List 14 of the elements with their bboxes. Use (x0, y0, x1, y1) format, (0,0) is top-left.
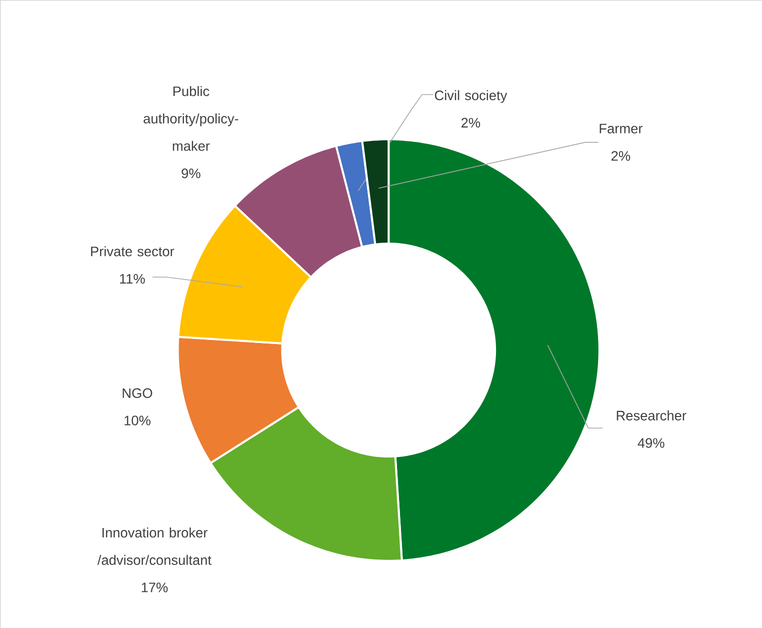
slice-label: Private sector (91, 246, 174, 256)
data-label: 9% (182, 168, 200, 178)
slice-label: Researcher (616, 410, 686, 420)
slice-label: Civil society (434, 90, 508, 103)
slice-label: Farmer (600, 124, 643, 134)
data-label: 10% (124, 416, 150, 426)
data-label: 2% (612, 151, 630, 161)
data-label: 17% (142, 582, 168, 592)
category-label: Public authority/policy-maker (144, 86, 238, 151)
data-label: 11% (120, 274, 145, 284)
slice-label: NGO (122, 388, 152, 398)
category-label: Innovation broker /advisor/consultant (97, 527, 212, 565)
data-label: 49% (638, 438, 664, 448)
data-label: 2% (462, 118, 480, 128)
